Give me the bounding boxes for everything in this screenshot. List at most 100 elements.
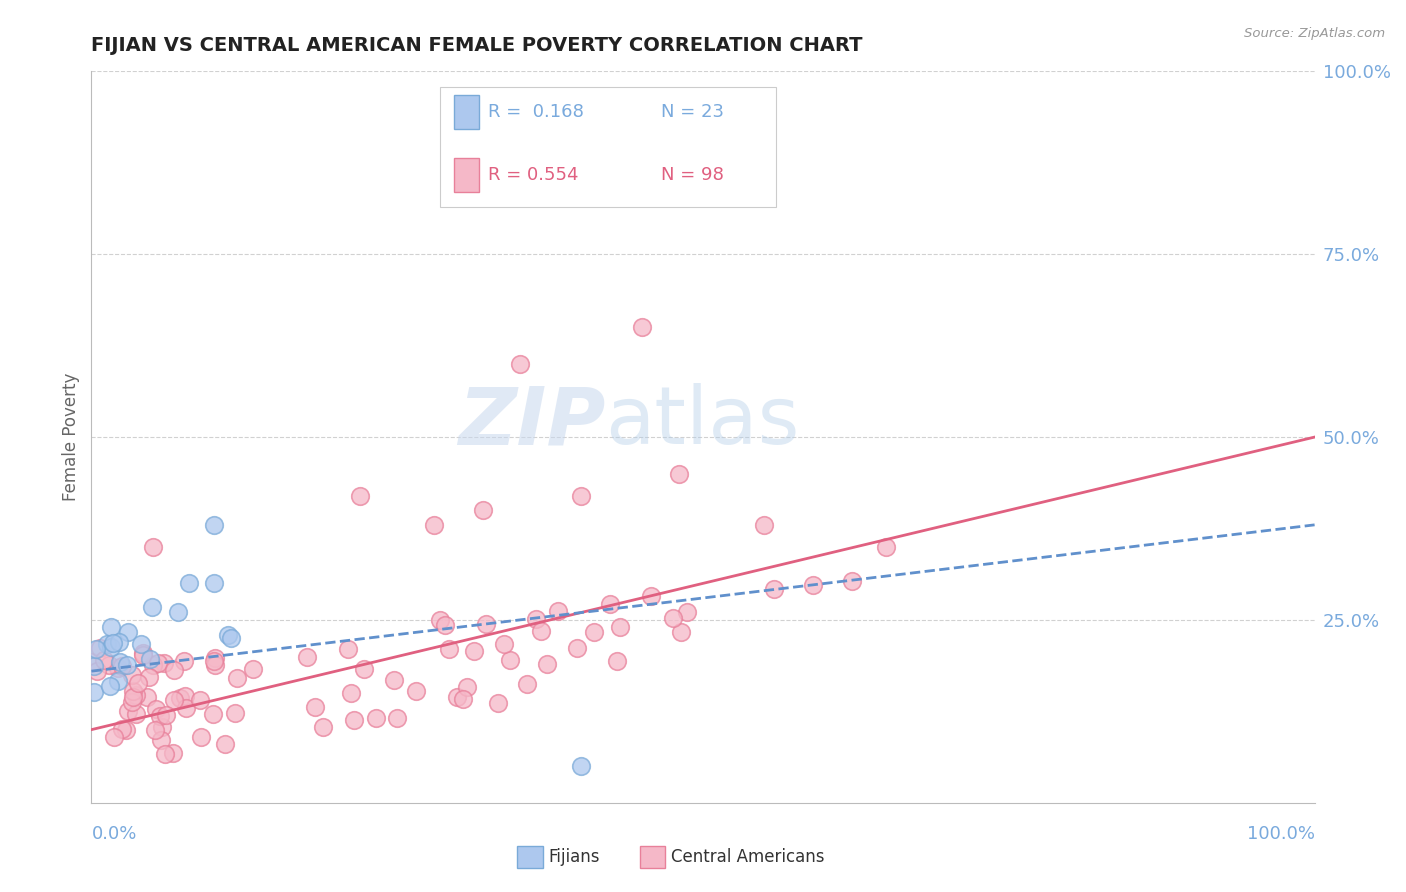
Point — [103, 730, 125, 744]
Point — [163, 693, 186, 707]
Point — [606, 654, 628, 668]
Point — [127, 676, 149, 690]
Point — [583, 625, 606, 640]
Point — [96, 637, 118, 651]
Point — [138, 670, 160, 684]
Point — [446, 690, 468, 705]
Point — [80, 656, 103, 670]
Point — [110, 659, 132, 673]
Point — [340, 686, 363, 700]
Point — [188, 693, 211, 707]
Text: N = 23: N = 23 — [661, 103, 724, 121]
Point — [174, 700, 197, 714]
Point — [108, 656, 131, 670]
Point — [463, 644, 485, 658]
Point — [141, 540, 163, 554]
Point — [875, 540, 898, 554]
Point — [311, 720, 333, 734]
Point — [100, 620, 122, 634]
Point — [569, 759, 592, 773]
Point — [242, 662, 264, 676]
Point — [662, 611, 685, 625]
Point — [131, 647, 153, 661]
Point — [153, 656, 176, 670]
Point — [83, 659, 105, 673]
Point — [762, 582, 785, 596]
Point — [190, 730, 212, 744]
Point — [110, 723, 132, 737]
Point — [204, 658, 226, 673]
Point — [385, 711, 408, 725]
Point — [671, 625, 693, 640]
Text: Central Americans: Central Americans — [671, 847, 824, 866]
Point — [516, 676, 538, 690]
Point — [86, 664, 108, 678]
Point — [423, 517, 446, 532]
Point — [107, 674, 129, 689]
Point — [84, 642, 107, 657]
Point — [98, 657, 121, 672]
Point — [202, 517, 225, 532]
Point — [384, 673, 406, 688]
Point — [304, 700, 326, 714]
Point — [599, 597, 621, 611]
Point — [163, 663, 186, 677]
Point — [148, 656, 170, 670]
Point — [162, 746, 184, 760]
Point — [136, 690, 159, 704]
Point — [93, 653, 115, 667]
Point — [129, 637, 152, 651]
Point — [337, 641, 360, 656]
Point — [364, 711, 387, 725]
Point — [499, 653, 522, 667]
Point — [141, 600, 163, 615]
Text: 100.0%: 100.0% — [1247, 825, 1315, 843]
Text: Fijians: Fijians — [548, 847, 600, 866]
Point — [429, 613, 451, 627]
Point — [145, 702, 167, 716]
Point — [204, 651, 226, 665]
Point — [631, 320, 654, 334]
Point — [125, 688, 148, 702]
Point — [475, 617, 498, 632]
Point — [100, 640, 122, 654]
Text: FIJIAN VS CENTRAL AMERICAN FEMALE POVERTY CORRELATION CHART: FIJIAN VS CENTRAL AMERICAN FEMALE POVERT… — [91, 36, 863, 54]
Point — [122, 690, 145, 705]
Point — [121, 683, 143, 698]
Point — [219, 631, 242, 645]
Point — [841, 574, 863, 588]
Point — [214, 737, 236, 751]
Point — [148, 709, 170, 723]
Point — [153, 747, 176, 762]
Text: 0.0%: 0.0% — [91, 825, 136, 843]
Text: Source: ZipAtlas.com: Source: ZipAtlas.com — [1244, 27, 1385, 40]
Point — [217, 628, 239, 642]
Point — [353, 662, 375, 676]
Point — [143, 723, 166, 737]
Point — [139, 652, 162, 666]
Text: R =  0.168: R = 0.168 — [488, 103, 583, 121]
Point — [226, 671, 249, 685]
Point — [131, 648, 153, 662]
Point — [451, 692, 474, 706]
Point — [202, 654, 225, 668]
Point — [117, 625, 139, 640]
Point — [754, 517, 776, 532]
Point — [169, 691, 191, 706]
Point — [121, 695, 143, 709]
Point — [117, 658, 139, 673]
Point — [609, 620, 631, 634]
Point — [201, 706, 224, 721]
Point — [547, 604, 569, 618]
Point — [494, 637, 516, 651]
Point — [668, 467, 690, 481]
Point — [456, 680, 478, 694]
Point — [150, 720, 173, 734]
Point — [471, 503, 494, 517]
Point — [108, 635, 131, 649]
Point — [569, 489, 592, 503]
Text: ZIP: ZIP — [458, 384, 605, 461]
Point — [155, 708, 177, 723]
Point — [536, 657, 558, 671]
Point — [117, 704, 139, 718]
